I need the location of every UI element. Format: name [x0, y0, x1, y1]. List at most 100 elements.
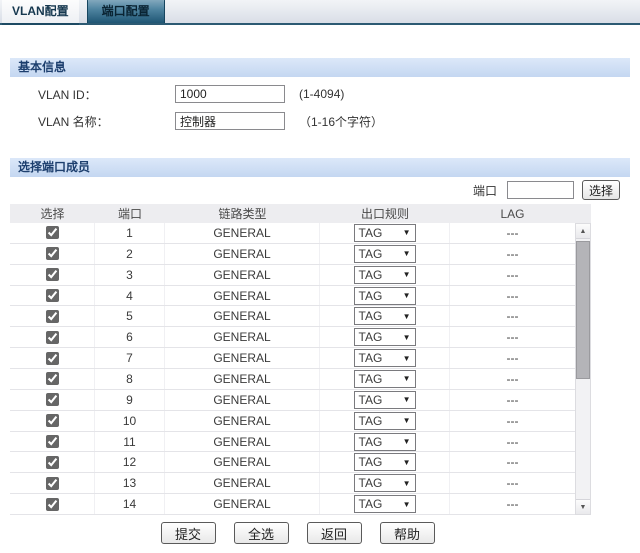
egress-rule-select[interactable]: TAG ▼	[353, 244, 416, 263]
egress-rule-value: TAG	[358, 413, 383, 428]
chevron-down-icon: ▼	[402, 249, 411, 259]
link-type-cell: GENERAL	[165, 223, 320, 243]
link-type-cell: GENERAL	[165, 410, 320, 431]
select-all-button[interactable]: 全选	[233, 522, 289, 544]
lag-cell: ---	[506, 476, 519, 491]
lag-cell: ---	[506, 225, 519, 240]
egress-rule-select[interactable]: TAG ▼	[353, 307, 416, 326]
select-cell	[10, 452, 95, 473]
table-row: 2 GENERAL TAG ▼ ---	[10, 243, 575, 265]
submit-button[interactable]: 提交	[160, 522, 216, 544]
header-select: 选择	[40, 207, 65, 221]
port-cell: 12	[95, 452, 165, 473]
egress-rule-cell: TAG ▼	[320, 348, 450, 369]
vlan-id-hint: (1-4094)	[299, 87, 345, 101]
row-checkbox[interactable]	[45, 226, 59, 240]
egress-rule-select[interactable]: TAG ▼	[353, 286, 416, 305]
scroll-down-icon[interactable]: ▼	[576, 499, 590, 514]
table-row: 13 GENERAL TAG ▼ ---	[10, 473, 575, 495]
select-cell	[10, 494, 95, 515]
port-filter-input[interactable]	[506, 181, 574, 199]
port-cell: 11	[95, 431, 165, 452]
header-lag: LAG	[500, 206, 525, 221]
egress-rule-cell: TAG ▼	[320, 285, 450, 306]
back-button[interactable]: 返回	[306, 522, 362, 544]
table-row: 8 GENERAL TAG ▼ ---	[10, 369, 575, 390]
port-filter-row: 端口 选择	[10, 180, 630, 200]
egress-rule-cell: TAG ▼	[320, 452, 450, 473]
vlan-id-input[interactable]	[175, 85, 285, 103]
link-type-cell: GENERAL	[165, 285, 320, 306]
port-cell: 13	[95, 473, 165, 494]
chevron-down-icon: ▼	[402, 437, 411, 447]
egress-rule-cell: TAG ▼	[320, 243, 450, 264]
table-row: 6 GENERAL TAG ▼ ---	[10, 327, 575, 349]
row-checkbox[interactable]	[45, 247, 59, 261]
row-checkbox[interactable]	[45, 289, 59, 302]
table-row: 5 GENERAL TAG ▼ ---	[10, 306, 575, 328]
scrollbar-thumb[interactable]	[576, 241, 590, 379]
row-checkbox[interactable]	[45, 435, 59, 449]
vlan-name-label: VLAN 名称：	[38, 114, 109, 129]
row-checkbox[interactable]	[45, 455, 59, 469]
lag-cell: ---	[506, 309, 519, 324]
row-checkbox[interactable]	[45, 393, 59, 407]
port-filter-label: 端口	[472, 183, 497, 198]
lag-cell: ---	[506, 455, 519, 470]
help-button[interactable]: 帮助	[379, 522, 435, 544]
egress-rule-select[interactable]: TAG ▼	[353, 495, 416, 514]
row-checkbox[interactable]	[45, 414, 59, 428]
select-cell	[10, 327, 95, 348]
port-cell: 1	[95, 223, 165, 243]
egress-rule-select[interactable]: TAG ▼	[353, 265, 416, 284]
tab-port-config[interactable]: 端口配置	[86, 0, 165, 23]
port-cell: 5	[95, 306, 165, 327]
row-checkbox[interactable]	[45, 330, 59, 344]
tab-vlan-config[interactable]: VLAN配置	[2, 0, 79, 25]
egress-rule-select[interactable]: TAG ▼	[353, 474, 416, 493]
link-type-cell: GENERAL	[165, 452, 320, 473]
egress-rule-select[interactable]: TAG ▼	[353, 432, 416, 451]
port-cell: 3	[95, 264, 165, 285]
scroll-up-icon[interactable]: ▲	[576, 224, 590, 239]
lag-cell: ---	[506, 330, 519, 345]
port-cell: 6	[95, 327, 165, 348]
row-checkbox[interactable]	[45, 309, 59, 323]
egress-rule-select[interactable]: TAG ▼	[353, 411, 416, 430]
select-cell	[10, 264, 95, 285]
lag-cell: ---	[506, 288, 519, 303]
row-checkbox[interactable]	[45, 351, 59, 365]
tab-bar: VLAN配置 端口配置	[0, 0, 640, 25]
row-checkbox[interactable]	[45, 497, 59, 511]
egress-rule-value: TAG	[358, 497, 383, 512]
row-checkbox[interactable]	[45, 268, 59, 282]
port-table: 选择 端口 链路类型 出口规则 LAG 1 GENERAL TAG ▼ --- …	[10, 204, 591, 516]
egress-rule-value: TAG	[358, 288, 383, 303]
egress-rule-select[interactable]: TAG ▼	[353, 390, 416, 409]
vlan-name-row: VLAN 名称： （1-16个字符）	[10, 111, 630, 131]
select-cell	[10, 410, 95, 431]
egress-rule-cell: TAG ▼	[320, 473, 450, 494]
egress-rule-select[interactable]: TAG ▼	[353, 453, 416, 472]
egress-rule-select[interactable]: TAG ▼	[353, 223, 416, 242]
egress-rule-select[interactable]: TAG ▼	[353, 328, 416, 347]
table-scrollbar[interactable]: ▲ ▼	[575, 223, 591, 515]
egress-rule-value: TAG	[358, 455, 383, 470]
egress-rule-cell: TAG ▼	[320, 369, 450, 389]
vlan-name-input[interactable]	[175, 112, 285, 130]
select-port-button[interactable]: 选择	[581, 180, 620, 200]
chevron-down-icon: ▼	[402, 311, 411, 321]
egress-rule-select[interactable]: TAG ▼	[353, 349, 416, 368]
egress-rule-value: TAG	[358, 330, 383, 345]
egress-rule-value: TAG	[358, 476, 383, 491]
chevron-down-icon: ▼	[402, 374, 411, 384]
vlan-name-hint: （1-16个字符）	[299, 114, 384, 129]
table-row: 7 GENERAL TAG ▼ ---	[10, 348, 575, 370]
egress-rule-select[interactable]: TAG ▼	[353, 369, 416, 388]
row-checkbox[interactable]	[45, 476, 59, 490]
row-checkbox[interactable]	[45, 372, 59, 386]
header-egress-rule: 出口规则	[360, 207, 409, 221]
egress-rule-cell: TAG ▼	[320, 264, 450, 285]
basic-info-header: 基本信息	[10, 58, 630, 77]
port-table-scrollwrap: 1 GENERAL TAG ▼ --- 2 GENERAL TAG ▼ --- …	[10, 223, 591, 516]
